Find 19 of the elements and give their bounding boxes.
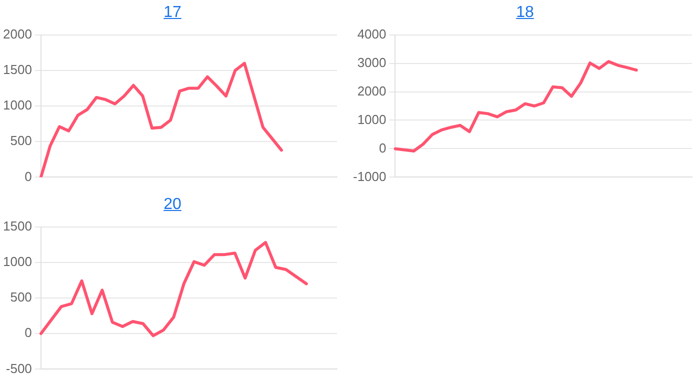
- y-tick-label: 2000: [3, 26, 32, 42]
- y-tick-label: 1000: [3, 254, 32, 269]
- y-tick-label: 500: [10, 290, 32, 305]
- y-tick-label: 3000: [357, 54, 386, 70]
- y-tick-label: 0: [24, 325, 32, 340]
- y-tick-label: -1000: [353, 168, 386, 184]
- y-tick-label: 2000: [357, 83, 386, 98]
- chart-title: 20: [162, 195, 182, 215]
- y-tick-label: 4000: [357, 26, 386, 42]
- y-tick-label: -500: [6, 360, 32, 376]
- chart-title: 18: [515, 3, 535, 23]
- y-tick-label: 1000: [3, 98, 32, 113]
- y-tick-label: 1500: [3, 218, 32, 234]
- chart-title: 17: [162, 3, 182, 23]
- y-tick-label: 0: [24, 168, 32, 184]
- y-tick-label: 500: [10, 133, 32, 148]
- y-tick-label: 1000: [357, 112, 386, 127]
- y-tick-label: 1500: [3, 62, 32, 77]
- y-tick-label: 0: [379, 140, 386, 156]
